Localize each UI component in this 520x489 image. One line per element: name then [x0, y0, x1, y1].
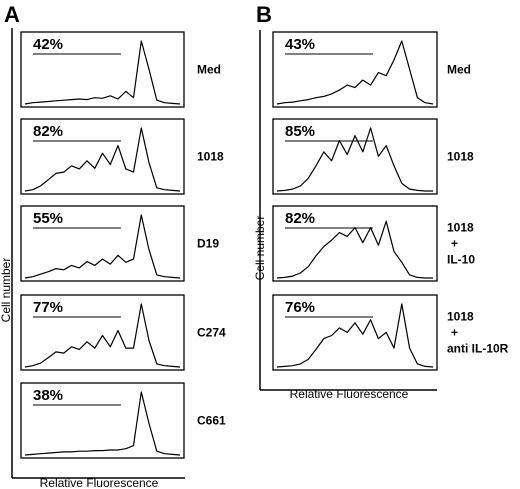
condition-label: +: [451, 237, 458, 251]
condition-label: Med: [447, 63, 471, 77]
histogram-layer: 42% Med 82% 1018 55% D19 77% C274 38% C661 43% Med 8…: [20, 31, 509, 459]
histogram-curve: [24, 303, 181, 368]
percent-label: 55%: [33, 210, 63, 227]
histogram-curve: [276, 303, 434, 368]
plot-frame: [272, 118, 438, 195]
histogram-curve: [24, 40, 181, 105]
condition-label: 1018: [447, 221, 474, 235]
condition-label: D19: [197, 237, 219, 251]
histogram-curve: [24, 214, 181, 279]
condition-label: anti IL-10R: [447, 342, 509, 356]
panel-b-letter: B: [256, 2, 272, 27]
plot-frame: [20, 31, 185, 108]
percent-label: 85%: [285, 123, 315, 140]
condition-label: 1018: [447, 150, 474, 164]
condition-label: C274: [197, 326, 226, 340]
plot-frame: [20, 294, 185, 371]
condition-label: C661: [197, 414, 226, 428]
histogram-plot: 77% C274: [20, 294, 226, 371]
panel-b-x-label: Relative Fluorescence: [290, 387, 409, 401]
histogram-plot: 55% D19: [20, 205, 219, 282]
histogram-plot: 43% Med: [272, 31, 471, 108]
percent-label: 82%: [33, 123, 63, 140]
percent-label: 43%: [285, 36, 315, 53]
panel-a-y-label: Cell number: [0, 258, 13, 323]
percent-label: 42%: [33, 36, 63, 53]
plot-frame: [272, 294, 438, 371]
percent-label: 76%: [285, 299, 315, 316]
histogram-plot: 42% Med: [20, 31, 221, 108]
condition-label: IL-10: [447, 253, 475, 267]
histogram-plot: 82% 1018 + IL-10: [272, 205, 475, 282]
condition-label: 1018: [197, 150, 224, 164]
histogram-curve: [276, 127, 433, 192]
panel-a-x-label: Relative Fluorescence: [40, 476, 159, 489]
percent-label: 77%: [33, 299, 63, 316]
histogram-plot: 76% 1018 + anti IL-10R: [272, 294, 509, 371]
condition-label: 1018: [447, 310, 474, 324]
histogram-curve: [24, 127, 181, 192]
plot-frame: [20, 205, 185, 282]
histogram-plot: 82% 1018: [20, 118, 224, 195]
histogram-curve: [276, 40, 434, 105]
plot-frame: [20, 382, 185, 459]
condition-label: Med: [197, 63, 221, 77]
panel-b-y-label: Cell number: [253, 216, 267, 281]
plot-frame: [272, 31, 438, 108]
panel-a-letter: A: [4, 2, 20, 27]
condition-label: +: [451, 326, 458, 340]
percent-label: 82%: [285, 210, 315, 227]
histogram-curve: [24, 391, 181, 456]
plot-frame: [272, 205, 438, 282]
histogram-curve: [276, 220, 433, 279]
percent-label: 38%: [33, 387, 63, 404]
histogram-plot: 85% 1018: [272, 118, 474, 195]
histogram-plot: 38% C661: [20, 382, 226, 459]
plot-frame: [20, 118, 185, 195]
